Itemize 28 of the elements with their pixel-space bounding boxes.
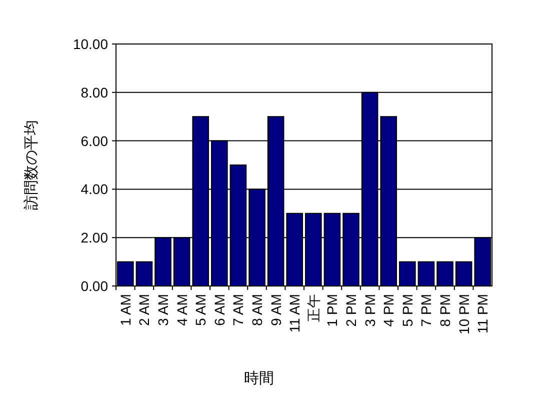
x-tick-label: 6 AM <box>211 294 228 326</box>
x-tick-label: 2 PM <box>343 294 359 327</box>
x-tick-label: 2 AM <box>136 294 152 326</box>
x-tick-label: 3 PM <box>362 294 378 327</box>
x-tick-label: 5 AM <box>192 294 209 326</box>
x-tick-label: 9 AM <box>268 294 284 326</box>
x-tick-label: 正午 <box>305 294 322 322</box>
x-axis-title: 時間 <box>244 370 274 387</box>
x-tick-label: 1 AM <box>117 294 134 326</box>
x-tick-label: 11 PM <box>474 294 491 334</box>
y-axis-title: 訪問数の平均 <box>23 120 40 210</box>
x-tick-label: 4 AM <box>174 294 190 326</box>
x-tick-label: 10 PM <box>456 294 472 334</box>
y-tick-label: 0.00 <box>80 278 108 294</box>
x-tick-label: 8 AM <box>249 294 265 326</box>
x-tick-label: 4 PM <box>380 294 397 327</box>
y-tick-label: 4.00 <box>80 181 108 198</box>
y-tick-label: 2.00 <box>80 230 108 246</box>
y-tick-label: 6.00 <box>80 132 108 149</box>
x-tick-label: 1 PM <box>324 294 340 327</box>
x-tick-label: 11 AM <box>286 294 303 333</box>
x-tick-label: 3 AM <box>155 294 171 326</box>
y-tick-label: 10.00 <box>72 36 108 52</box>
x-tick-label: 8 PM <box>437 294 453 327</box>
x-tick-label: 5 PM <box>399 294 416 327</box>
x-tick-label: 7 PM <box>418 294 434 327</box>
y-tick-label: 8.00 <box>80 84 108 100</box>
x-tick-label: 7 AM <box>230 294 246 326</box>
